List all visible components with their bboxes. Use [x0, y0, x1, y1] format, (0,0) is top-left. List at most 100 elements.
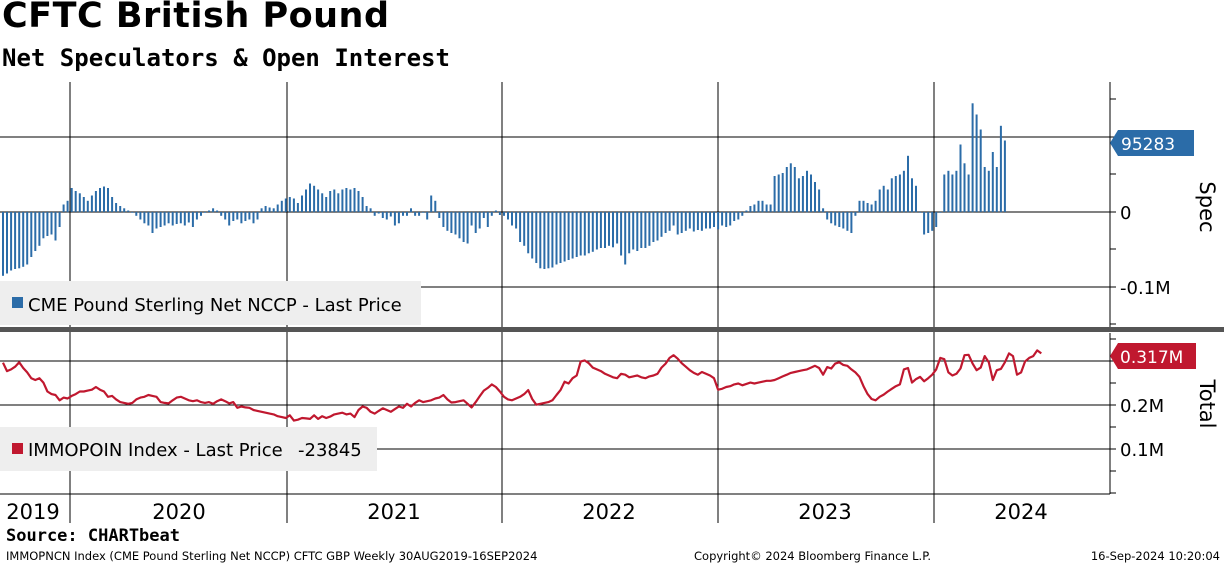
total-tick-label: 0.2M — [1120, 396, 1164, 417]
spec-bar — [858, 200, 861, 213]
spec-bar — [636, 212, 639, 251]
spec-bar — [563, 212, 566, 262]
spec-bar — [975, 114, 978, 212]
spec-bar — [890, 178, 893, 213]
spec-bar — [781, 173, 784, 212]
spec-bar — [680, 212, 683, 233]
spec-bar — [418, 212, 421, 216]
spec-legend-swatch — [12, 297, 23, 308]
spec-bar — [155, 212, 158, 229]
spec-bar — [470, 212, 473, 226]
spec-bar — [397, 212, 400, 224]
spec-bar — [458, 212, 461, 239]
spec-bar — [498, 212, 501, 215]
spec-bar — [220, 212, 223, 216]
spec-bar — [337, 193, 340, 213]
spec-bar — [208, 210, 210, 212]
spec-bar — [523, 212, 526, 246]
spec-bar — [341, 189, 344, 212]
spec-bar — [292, 198, 295, 212]
spec-bar — [705, 212, 707, 229]
spec-bar — [971, 103, 974, 213]
spec-bar — [547, 212, 550, 269]
spec-bar — [163, 212, 166, 226]
spec-bar — [30, 212, 33, 257]
spec-bar — [272, 208, 275, 213]
spec-bar — [131, 212, 134, 213]
total-legend-swatch — [12, 443, 23, 454]
spec-bar — [979, 129, 982, 212]
spec-bar — [276, 204, 279, 212]
spec-bar — [244, 212, 247, 221]
spec-bar — [212, 208, 215, 213]
spec-bar — [204, 212, 206, 213]
spec-bar — [935, 212, 938, 227]
spec-bar — [850, 212, 853, 233]
spec-bar — [260, 208, 263, 213]
spec-bar — [806, 170, 808, 213]
spec-bar — [991, 152, 994, 212]
spec-bar — [38, 212, 41, 246]
spec-bar — [94, 191, 97, 212]
spec-bar — [963, 163, 966, 213]
spec-bar — [111, 197, 114, 212]
spec-bar — [676, 212, 679, 235]
spec-bar — [999, 125, 1002, 213]
spec-bar — [482, 212, 485, 218]
spec-bar — [313, 185, 316, 213]
spec-bar — [640, 212, 643, 248]
spec-bar — [923, 212, 926, 235]
spec-bar — [717, 212, 720, 230]
spec-legend-box — [0, 281, 421, 325]
spec-bar — [353, 188, 356, 212]
spec-bar — [171, 212, 174, 226]
spec-bar — [672, 212, 675, 226]
spec-bar — [907, 155, 909, 213]
spec-bar — [345, 188, 348, 212]
spec-bar — [309, 183, 311, 212]
spec-bar — [955, 170, 958, 213]
spec-bar — [446, 212, 449, 231]
spec-bar — [78, 193, 81, 213]
spec-bar — [381, 212, 384, 218]
spec-bar — [834, 212, 837, 226]
spec-bar — [761, 200, 764, 213]
spec-bar — [321, 193, 324, 213]
spec-bar — [587, 212, 590, 254]
spec-bar — [773, 176, 776, 212]
spec-bar — [983, 167, 986, 212]
spec-bar — [147, 212, 150, 226]
spec-bar — [616, 212, 619, 244]
spec-bar — [1003, 140, 1006, 212]
spec-bar — [830, 212, 833, 224]
spec-bar — [240, 212, 243, 224]
spec-bar — [911, 178, 913, 213]
spec-bar — [454, 212, 457, 235]
spec-bar — [301, 195, 303, 212]
spec-bar — [700, 212, 703, 231]
spec-bar — [329, 191, 332, 212]
spec-bar — [86, 200, 89, 213]
spec-bar — [664, 212, 667, 233]
spec-last-value-label: 95283 — [1121, 135, 1175, 155]
spec-bar — [264, 206, 267, 212]
x-tick-label: 2019 — [6, 500, 59, 524]
spec-bar — [377, 212, 380, 214]
spec-bar — [151, 212, 154, 233]
spec-bar — [438, 212, 441, 218]
spec-bar — [478, 212, 481, 229]
spec-bar — [765, 204, 768, 212]
spec-bar — [959, 144, 962, 212]
spec-bar — [139, 212, 142, 220]
spec-bar — [620, 212, 623, 256]
spec-bar — [62, 204, 65, 212]
spec-bar — [668, 212, 671, 231]
spec-bar — [838, 212, 841, 227]
spec-tick-label: 0 — [1120, 203, 1131, 224]
spec-bar — [18, 212, 21, 269]
spec-bar — [175, 212, 178, 224]
spec-bar — [612, 212, 614, 248]
spec-bar — [822, 208, 825, 213]
spec-bar — [66, 200, 69, 213]
spec-bar — [818, 189, 821, 212]
